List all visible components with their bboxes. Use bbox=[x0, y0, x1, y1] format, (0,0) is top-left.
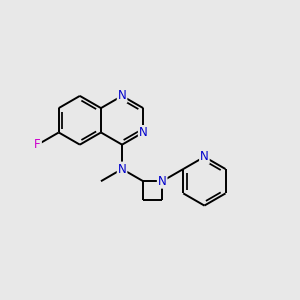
Text: N: N bbox=[118, 89, 126, 102]
Text: N: N bbox=[200, 150, 209, 163]
Text: F: F bbox=[34, 138, 41, 151]
Text: N: N bbox=[118, 163, 126, 176]
Text: N: N bbox=[139, 126, 148, 139]
Text: N: N bbox=[158, 175, 167, 188]
